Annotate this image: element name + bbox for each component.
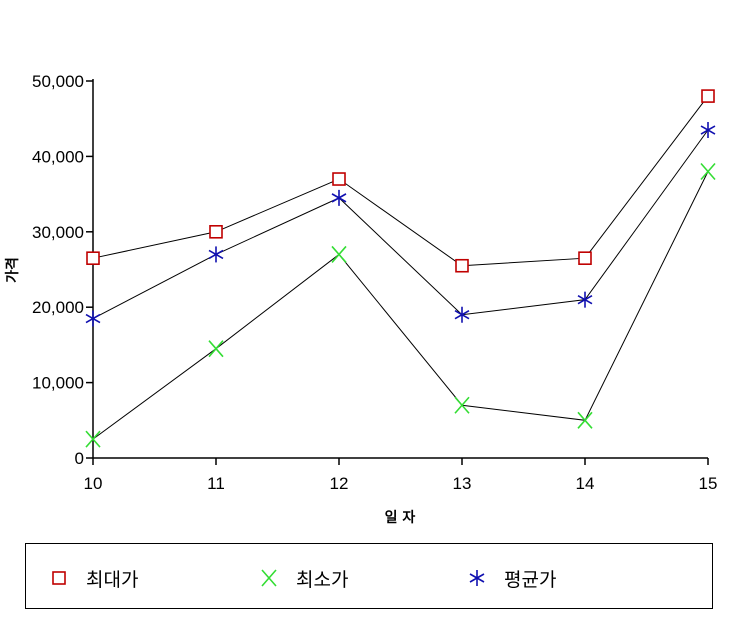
- data-point: [454, 396, 470, 414]
- y-tick-label: 30,000: [32, 223, 84, 242]
- data-point: [331, 189, 347, 206]
- square-marker-icon: [52, 571, 66, 585]
- data-point: [577, 291, 593, 308]
- data-point: [455, 258, 469, 273]
- x-axis-title: 일 자: [385, 510, 416, 526]
- x-tick-label: 12: [330, 474, 349, 493]
- data-point: [85, 430, 101, 448]
- x-tick-label: 14: [576, 474, 595, 493]
- data-point: [208, 340, 224, 358]
- data-point: [700, 162, 716, 181]
- legend-label-max: 최대가: [86, 568, 139, 591]
- y-tick-label: 50,000: [32, 72, 84, 91]
- series-lines: [92, 95, 709, 440]
- data-point: [332, 172, 346, 186]
- data-point: [454, 306, 470, 323]
- data-point: [577, 411, 593, 429]
- legend-item-avg: 평균가: [468, 566, 557, 591]
- legend: 최대가 최소가 평균가: [25, 543, 713, 609]
- data-point: [578, 251, 592, 265]
- y-axis-title: 가격: [4, 257, 21, 283]
- series-line-1: [92, 171, 709, 440]
- legend-item-max: 최대가: [50, 566, 139, 591]
- x-axis: 10 11 12 13 14 15: [84, 457, 718, 493]
- data-point: [86, 251, 100, 265]
- legend-label-min: 최소가: [296, 568, 349, 591]
- legend-label-avg: 평균가: [504, 568, 557, 591]
- x-tick-label: 10: [84, 474, 103, 493]
- data-point: [701, 89, 715, 103]
- y-axis: 0 10,000 20,000 30,000 40,000 50,000: [32, 72, 94, 468]
- y-tick-label: 20,000: [32, 298, 84, 317]
- x-tick-label: 11: [207, 474, 225, 493]
- line-chart: 0 10,000 20,000 30,000 40,000 50,000 10 11 12 13…: [4, 72, 718, 526]
- data-point: [85, 310, 101, 327]
- data-point: [331, 245, 347, 263]
- series-markers: [85, 89, 716, 448]
- data-point: [209, 225, 223, 239]
- x-marker-icon: [261, 569, 277, 587]
- series-line-2: [92, 129, 709, 319]
- data-point: [700, 122, 716, 139]
- x-tick-label: 15: [699, 474, 718, 493]
- data-point: [208, 246, 224, 263]
- y-tick-label: 0: [75, 449, 84, 468]
- x-tick-label: 13: [453, 474, 472, 493]
- asterisk-marker-icon: [469, 570, 485, 586]
- y-tick-label: 10,000: [32, 374, 84, 393]
- series-line-0: [92, 95, 709, 267]
- legend-item-min: 최소가: [260, 566, 349, 591]
- y-tick-label: 40,000: [32, 147, 84, 166]
